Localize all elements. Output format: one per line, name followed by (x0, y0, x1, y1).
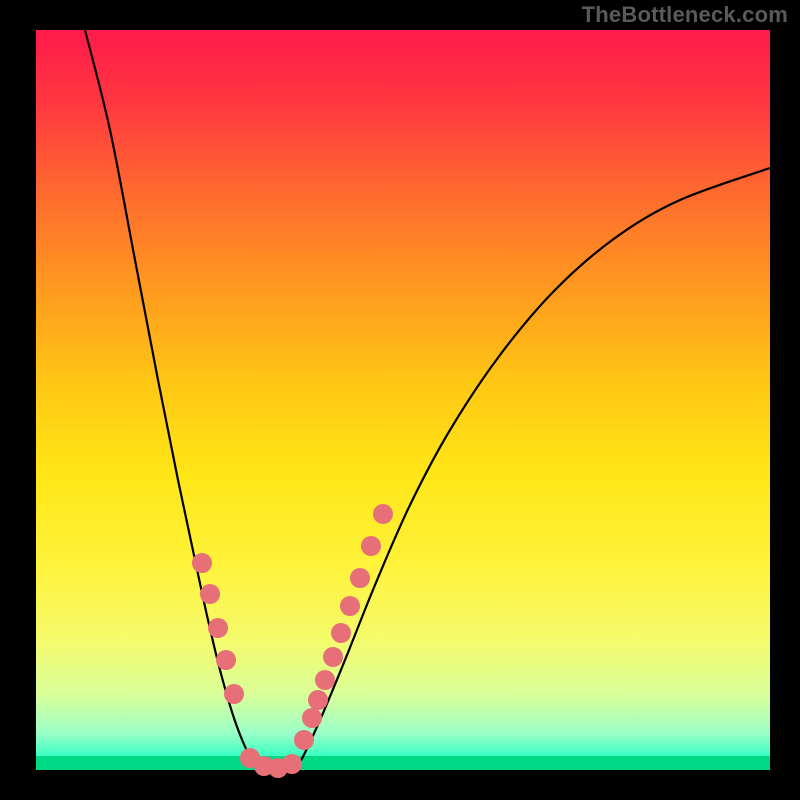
data-point (308, 690, 328, 710)
data-point (208, 618, 228, 638)
data-point (294, 730, 314, 750)
data-point (350, 568, 370, 588)
data-point (192, 553, 212, 573)
watermark-text: TheBottleneck.com (582, 2, 788, 28)
data-point (331, 623, 351, 643)
data-point (200, 584, 220, 604)
data-point (373, 504, 393, 524)
plot-background (36, 30, 770, 770)
stage: TheBottleneck.com (0, 0, 800, 800)
data-point (282, 754, 302, 774)
data-point (224, 684, 244, 704)
data-point (361, 536, 381, 556)
data-point (302, 708, 322, 728)
chart-svg (0, 0, 800, 800)
data-point (323, 647, 343, 667)
bottom-green-band (36, 756, 770, 770)
data-point (315, 670, 335, 690)
data-point (340, 596, 360, 616)
data-point (216, 650, 236, 670)
